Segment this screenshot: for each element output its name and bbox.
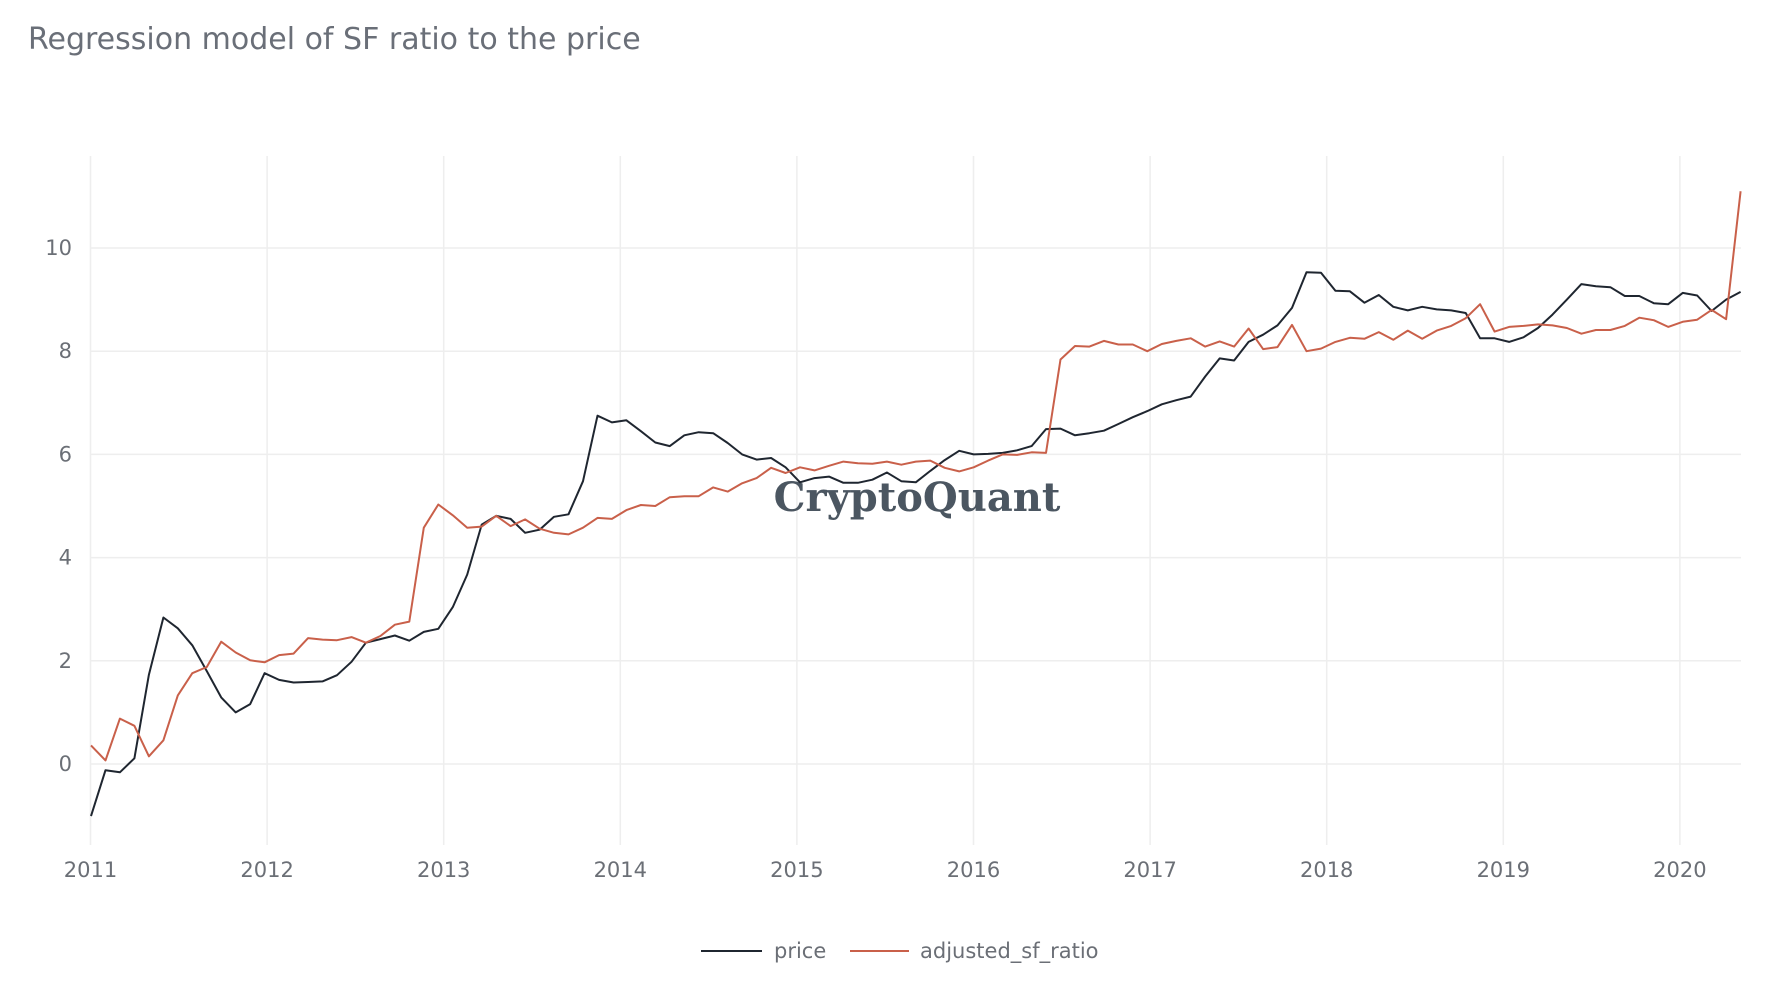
y-tick-label: 8 xyxy=(59,339,72,363)
x-tick-label: 2014 xyxy=(594,858,647,882)
legend-label-adjusted-sf-ratio: adjusted_sf_ratio xyxy=(920,939,1099,964)
x-tick-label: 2016 xyxy=(947,858,1000,882)
legend: price adjusted_sf_ratio xyxy=(701,939,1099,964)
y-tick-label: 0 xyxy=(59,752,72,776)
y-tick-label: 2 xyxy=(59,649,72,673)
chart-title: Regression model of SF ratio to the pric… xyxy=(28,22,641,57)
x-tick-label: 2017 xyxy=(1123,858,1176,882)
y-tick-label: 6 xyxy=(59,442,72,466)
series-line-price xyxy=(90,271,1742,817)
x-axis-ticks: 2011 2012 2013 2014 2015 2016 2017 2018 2019 2020 xyxy=(64,858,1707,882)
legend-item-adjusted-sf-ratio[interactable]: adjusted_sf_ratio xyxy=(850,939,1099,964)
x-tick-label: 2020 xyxy=(1653,858,1706,882)
x-tick-label: 2011 xyxy=(64,858,117,882)
x-tick-label: 2013 xyxy=(417,858,470,882)
grid-layer xyxy=(89,156,1741,845)
x-tick-label: 2015 xyxy=(770,858,823,882)
series-layer xyxy=(90,191,1742,817)
legend-item-price[interactable]: price xyxy=(701,939,826,963)
legend-label-price: price xyxy=(774,939,826,963)
x-tick-label: 2012 xyxy=(240,858,293,882)
x-tick-label: 2018 xyxy=(1300,858,1353,882)
y-tick-label: 4 xyxy=(59,546,72,570)
x-tick-label: 2019 xyxy=(1477,858,1530,882)
y-axis-ticks: 0 2 4 6 8 10 xyxy=(45,236,72,776)
y-tick-label: 10 xyxy=(45,236,72,260)
series-line-adjusted-sf-ratio xyxy=(90,191,1742,762)
